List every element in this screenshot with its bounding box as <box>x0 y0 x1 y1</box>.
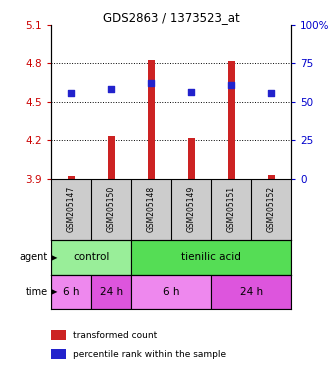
Text: percentile rank within the sample: percentile rank within the sample <box>73 350 226 359</box>
Bar <box>228 61 235 179</box>
Point <box>69 90 74 96</box>
Text: tienilic acid: tienilic acid <box>181 252 241 262</box>
Text: GSM205148: GSM205148 <box>147 186 156 232</box>
Bar <box>51 240 131 275</box>
Bar <box>268 175 275 179</box>
Text: GSM205152: GSM205152 <box>267 186 276 232</box>
Text: 24 h: 24 h <box>100 287 123 297</box>
Bar <box>148 60 155 179</box>
Text: 24 h: 24 h <box>240 287 263 297</box>
Text: 6 h: 6 h <box>163 287 179 297</box>
Bar <box>211 275 291 309</box>
Title: GDS2863 / 1373523_at: GDS2863 / 1373523_at <box>103 11 240 24</box>
Bar <box>188 137 195 179</box>
Bar <box>91 275 131 309</box>
Point <box>229 82 234 88</box>
Text: time: time <box>26 287 48 297</box>
Bar <box>51 275 91 309</box>
Text: GSM205151: GSM205151 <box>227 186 236 232</box>
Text: GSM205150: GSM205150 <box>107 186 116 232</box>
Point <box>189 88 194 94</box>
Text: control: control <box>73 252 110 262</box>
Text: GSM205147: GSM205147 <box>67 186 76 232</box>
Bar <box>131 240 291 275</box>
Bar <box>68 176 75 179</box>
Bar <box>131 275 211 309</box>
Text: agent: agent <box>20 252 48 262</box>
Text: ▶: ▶ <box>51 287 58 296</box>
Text: ▶: ▶ <box>51 253 58 262</box>
Text: transformed count: transformed count <box>73 331 157 339</box>
Text: 6 h: 6 h <box>63 287 79 297</box>
Text: GSM205149: GSM205149 <box>187 186 196 232</box>
Bar <box>108 136 115 179</box>
Point <box>109 86 114 92</box>
Point <box>269 90 274 96</box>
Point <box>149 79 154 86</box>
